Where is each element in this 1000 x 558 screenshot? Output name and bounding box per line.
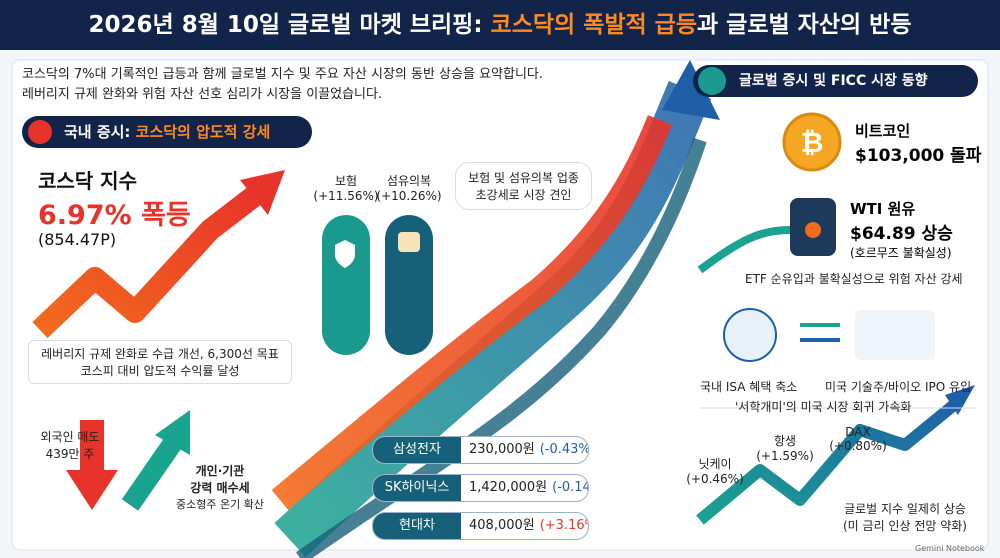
text: 외국인 매도 bbox=[40, 430, 100, 444]
svg-text:₿: ₿ bbox=[801, 126, 824, 159]
section-header: 글로벌 증시 및 FICC 시장 동향 bbox=[693, 65, 978, 97]
kosdaq-change: 6.97% 폭등 bbox=[38, 200, 191, 231]
sector: 섬유의복 (+10.26%) bbox=[369, 172, 449, 203]
section-label: 국내 증시: bbox=[64, 123, 136, 141]
index: DAX (+0.80%) bbox=[823, 425, 893, 453]
text: WTI 원유 bbox=[850, 200, 916, 218]
stock-price: 408,000원 bbox=[469, 518, 535, 533]
index-change: (+0.46%) bbox=[686, 472, 744, 486]
intro-line: 레버리지 규제 완화와 위험 자산 선호 심리가 시장을 이끌었습니다. bbox=[22, 87, 383, 102]
stock-row: 삼성전자 230,000원 (-0.43%) bbox=[372, 436, 589, 464]
text: (미 금리 인상 전망 약화) bbox=[843, 519, 967, 533]
kosdaq-name: 코스닥 지수 bbox=[38, 169, 137, 193]
index-name: 닛케이 bbox=[698, 457, 732, 471]
title-suffix: 과 글로벌 자산의 반등 bbox=[697, 12, 912, 38]
title-highlight: 코스닥의 폭발적 급등 bbox=[490, 12, 698, 38]
index-change: (+0.80%) bbox=[829, 439, 887, 453]
title-bar: 2026년 8월 10일 글로벌 마켓 브리핑: 코스닥의 폭발적 급등과 글로… bbox=[0, 0, 1000, 50]
sector-change: (+10.26%) bbox=[376, 189, 442, 203]
sector: 보험 (+11.56%) bbox=[306, 172, 386, 203]
stock-price: 230,000원 bbox=[469, 442, 535, 457]
flow: '서학개미'의 미국 시장 회귀 가속화 bbox=[735, 400, 912, 414]
text: $64.89 상승 bbox=[850, 224, 953, 244]
text: 비트코인 bbox=[855, 122, 911, 140]
wti: WTI 원유 $64.89 상승 (호르무즈 불확실성) bbox=[850, 198, 953, 261]
icon bbox=[698, 67, 726, 95]
sector-name: 섬유의복 bbox=[386, 174, 432, 188]
sector-name: 보험 bbox=[334, 174, 358, 188]
stock-change: (-0.43%) bbox=[539, 442, 588, 457]
sector-change: (+11.56%) bbox=[313, 189, 379, 203]
risk-note: ETF 순유입과 불확실성으로 위험 자산 강세 bbox=[745, 272, 963, 286]
stock-name: SK하이닉스 bbox=[373, 475, 461, 501]
text: 중소형주 온기 확산 bbox=[176, 498, 264, 511]
index-note: 글로벌 지수 일제히 상승 (미 금리 인상 전망 약화) bbox=[830, 500, 980, 534]
text: (호르무즈 불확실성) bbox=[850, 246, 952, 260]
stock-change: (+3.16%) bbox=[539, 518, 588, 533]
watermark: Gemini Notebook bbox=[915, 544, 985, 553]
text: $103,000 돌파 bbox=[855, 146, 982, 166]
flow: 국내 ISA 혜택 축소 bbox=[700, 380, 798, 394]
text: 초강세로 시장 견인 bbox=[475, 188, 572, 202]
section-header: 국내 증시: 코스닥의 압도적 강세 bbox=[22, 116, 312, 148]
section-highlight: 코스닥의 압도적 강세 bbox=[135, 123, 271, 141]
index: 닛케이 (+0.46%) bbox=[680, 455, 750, 486]
stock-name: 삼성전자 bbox=[373, 437, 461, 463]
stock-quote: 230,000원 (-0.43%) bbox=[469, 437, 588, 463]
flow: 미국 기술주/바이오 IPO 유입 bbox=[825, 380, 972, 394]
stock-row: SK하이닉스 1,420,000원 (-0.14%) bbox=[372, 474, 589, 502]
text: 강력 매수세 bbox=[190, 481, 250, 495]
title: 2026년 8월 10일 글로벌 마켓 브리핑: bbox=[88, 12, 491, 38]
index-change: (+1.59%) bbox=[756, 449, 814, 463]
stock-quote: 1,420,000원 (-0.14%) bbox=[469, 475, 588, 501]
foreign-flow: 외국인 매도 439만 주 bbox=[30, 428, 110, 462]
text: 개인·기관 bbox=[195, 464, 245, 478]
text: 글로벌 지수 일제히 상승 bbox=[844, 502, 966, 516]
stock-row: 현대차 408,000원 (+3.16%) bbox=[372, 512, 589, 540]
stock-price: 1,420,000원 bbox=[469, 480, 548, 495]
index-name: DAX bbox=[845, 425, 871, 439]
stock-change: (-0.14%) bbox=[552, 480, 588, 495]
kosdaq-level: (854.47P) bbox=[38, 230, 117, 249]
text: 보험 및 섬유의복 업종 bbox=[468, 171, 579, 185]
index-name: 항생 bbox=[773, 434, 797, 448]
index: 항생 (+1.59%) bbox=[750, 432, 820, 463]
caption-line: 레버리지 규제 완화로 수급 개선, 6,300선 목표 bbox=[41, 347, 279, 361]
text: 439만 주 bbox=[45, 447, 95, 461]
icon bbox=[28, 120, 52, 144]
stock-name: 현대차 bbox=[373, 513, 461, 539]
caption-line: 코스피 대비 압도적 수익률 달성 bbox=[80, 364, 240, 378]
stock-quote: 408,000원 (+3.16%) bbox=[469, 513, 588, 539]
bitcoin: 비트코인 $103,000 돌파 bbox=[855, 120, 981, 166]
intro-line: 코스닥의 7%대 기록적인 급등과 함께 글로벌 지수 및 주요 자산 시장의 … bbox=[22, 67, 543, 82]
